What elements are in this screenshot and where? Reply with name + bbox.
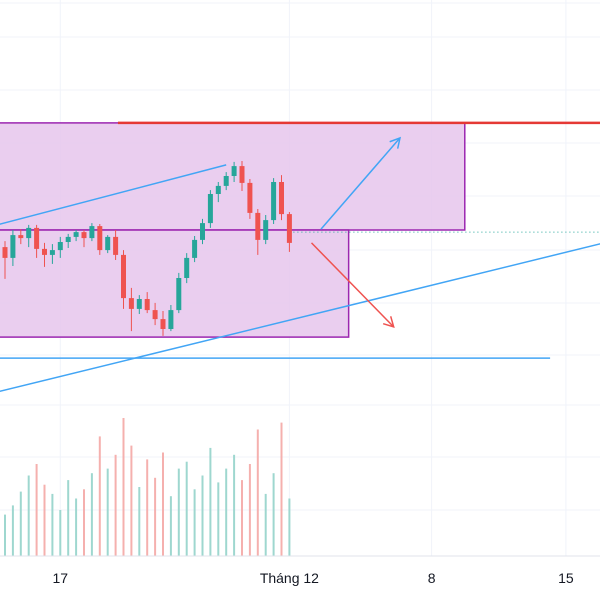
candle-body[interactable]: [223, 176, 229, 186]
candle-body[interactable]: [34, 227, 40, 249]
candle-body[interactable]: [128, 298, 134, 309]
volume-bar: [146, 459, 149, 556]
volume-bar: [130, 445, 133, 556]
volume-bar: [280, 422, 283, 556]
time-axis-tick-label: 8: [428, 570, 436, 586]
volume-bar: [154, 477, 157, 556]
volume-bar: [233, 454, 236, 556]
candle-body[interactable]: [144, 299, 150, 311]
candle-body[interactable]: [247, 182, 253, 213]
candle-body[interactable]: [65, 236, 71, 242]
volume-bar: [11, 505, 14, 556]
volume-bar: [75, 498, 78, 556]
candle-body[interactable]: [152, 310, 158, 320]
volume-bar: [83, 489, 85, 556]
volume-bar: [201, 475, 204, 556]
volume-bar: [138, 487, 141, 556]
volume-bar: [43, 484, 46, 556]
candle-body[interactable]: [2, 247, 8, 258]
volume-bar: [162, 452, 164, 556]
time-axis-tick-label: 17: [53, 570, 69, 586]
bearish-projection-arrow[interactable]: [310, 242, 395, 329]
candle-body[interactable]: [136, 299, 142, 309]
volume-bar: [288, 498, 291, 556]
candle-body[interactable]: [263, 220, 269, 240]
candle-body[interactable]: [279, 182, 284, 215]
volume-bar: [241, 480, 243, 556]
candle-body[interactable]: [271, 182, 277, 221]
candle-body[interactable]: [207, 194, 213, 224]
volume-bar: [27, 475, 30, 556]
volume-bar: [256, 429, 259, 556]
candle-body[interactable]: [231, 166, 237, 176]
candle-body[interactable]: [97, 226, 103, 251]
volume-bar: [225, 468, 228, 556]
time-axis-tick-label: Tháng 12: [260, 570, 319, 586]
candle-body[interactable]: [121, 254, 126, 299]
bullish-projection-arrow-head: [389, 136, 402, 149]
volume-bar: [90, 473, 93, 556]
volume-bar: [98, 436, 101, 556]
candle-body[interactable]: [10, 235, 16, 258]
candle-body[interactable]: [168, 310, 174, 329]
candle-body[interactable]: [113, 236, 119, 255]
candle-body[interactable]: [57, 242, 63, 251]
candle-body[interactable]: [49, 250, 55, 255]
volume-bar: [264, 493, 267, 556]
volume-bar: [272, 473, 275, 556]
candle-body[interactable]: [160, 319, 166, 329]
candle-body[interactable]: [200, 223, 205, 240]
rising-trendline[interactable]: [0, 231, 600, 393]
volume-bar: [217, 482, 220, 556]
bearish-projection-arrow-head: [382, 316, 395, 329]
volume-bar: [59, 510, 62, 556]
volume-bar: [67, 480, 70, 556]
candle-body[interactable]: [176, 278, 182, 311]
candle-body[interactable]: [26, 227, 32, 239]
candle-body[interactable]: [105, 236, 111, 251]
candle-body[interactable]: [239, 166, 245, 183]
volume-bar: [177, 468, 180, 556]
volume-bar: [35, 464, 38, 556]
bullish-projection-arrow-shaft: [320, 137, 401, 230]
time-axis-tick-label: 15: [558, 570, 574, 586]
candle-body[interactable]: [184, 257, 190, 278]
candle-body[interactable]: [81, 232, 87, 239]
candle-body[interactable]: [255, 212, 261, 240]
volume-bar: [106, 468, 109, 556]
volume-bar: [51, 493, 54, 556]
candle-body[interactable]: [192, 239, 198, 258]
candle-body[interactable]: [215, 185, 221, 194]
candle-body[interactable]: [286, 214, 292, 243]
candle-body[interactable]: [73, 232, 79, 237]
volume-bar: [209, 447, 212, 556]
candle-body[interactable]: [89, 226, 95, 239]
volume-bar: [4, 514, 6, 556]
bearish-projection-arrow-shaft: [310, 242, 395, 328]
volume-bar: [114, 454, 117, 556]
bullish-projection-arrow[interactable]: [320, 136, 402, 230]
volume-bar: [19, 491, 22, 556]
candle-body[interactable]: [42, 248, 47, 255]
volume-bar: [169, 496, 172, 556]
volume-bar: [193, 489, 196, 556]
candle-body[interactable]: [18, 235, 24, 239]
volume-bar: [248, 464, 251, 556]
volume-bar: [185, 461, 188, 556]
channel-top-trendline[interactable]: [0, 164, 227, 225]
volume-bar: [122, 418, 125, 556]
